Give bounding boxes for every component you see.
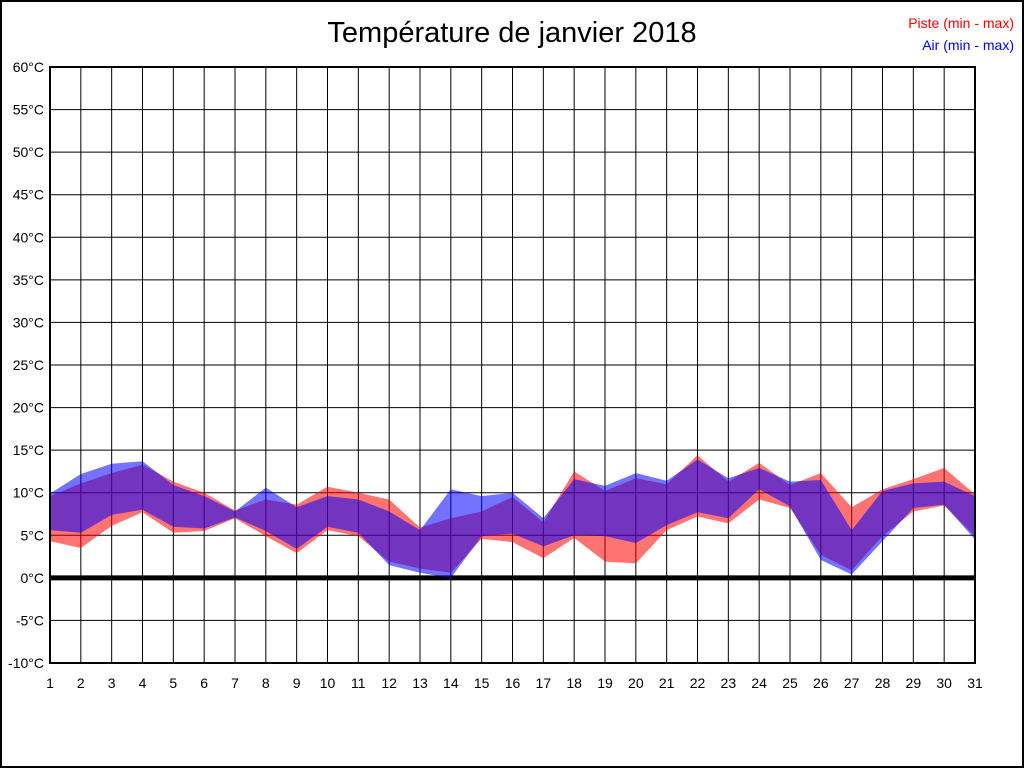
- x-tick-label: 23: [721, 675, 737, 691]
- legend-item-piste: Piste (min - max): [908, 15, 1014, 31]
- y-tick-label: 15°C: [13, 442, 44, 458]
- air-minmax-band: [50, 459, 975, 578]
- plot-border: [49, 66, 976, 664]
- x-tick-label: 24: [751, 675, 767, 691]
- x-tick-label: 22: [690, 675, 706, 691]
- y-tick-label: -10°C: [8, 655, 44, 671]
- x-tick-label: 6: [200, 675, 208, 691]
- y-tick-label: 55°C: [13, 102, 44, 118]
- x-tick-label: 27: [844, 675, 860, 691]
- x-tick-label: 26: [813, 675, 829, 691]
- x-tick-label: 29: [906, 675, 922, 691]
- y-tick-label: 10°C: [13, 485, 44, 501]
- x-tick-label: 18: [566, 675, 582, 691]
- y-tick-label: 20°C: [13, 400, 44, 416]
- y-tick-label: 60°C: [13, 59, 44, 75]
- y-tick-label: 30°C: [13, 314, 44, 330]
- x-tick-label: 13: [412, 675, 428, 691]
- x-tick-label: 4: [139, 675, 147, 691]
- y-tick-label: 50°C: [13, 144, 44, 160]
- page-title: Température de janvier 2018: [327, 17, 697, 49]
- y-tick-label: 45°C: [13, 187, 44, 203]
- x-tick-label: 31: [967, 675, 983, 691]
- x-tick-label: 2: [77, 675, 85, 691]
- x-tick-label: 7: [231, 675, 239, 691]
- x-tick-label: 28: [875, 675, 891, 691]
- x-tick-label: 1: [46, 675, 54, 691]
- y-tick-label: 25°C: [13, 357, 44, 373]
- x-tick-label: 21: [659, 675, 675, 691]
- x-tick-label: 8: [262, 675, 270, 691]
- y-tick-label: 0°C: [21, 570, 45, 586]
- x-tick-label: 19: [597, 675, 613, 691]
- x-tick-label: 9: [293, 675, 301, 691]
- x-tick-label: 10: [320, 675, 336, 691]
- x-tick-label: 11: [351, 675, 366, 691]
- legend-item-air: Air (min - max): [922, 37, 1014, 53]
- x-tick-label: 30: [936, 675, 952, 691]
- x-tick-label: 17: [536, 675, 552, 691]
- x-tick-label: 15: [474, 675, 490, 691]
- y-tick-label: 35°C: [13, 272, 44, 288]
- x-tick-label: 12: [381, 675, 397, 691]
- x-tick-label: 25: [782, 675, 798, 691]
- x-tick-label: 14: [443, 675, 459, 691]
- x-tick-label: 3: [108, 675, 116, 691]
- y-tick-label: 40°C: [13, 229, 44, 245]
- y-tick-label: 5°C: [21, 527, 45, 543]
- legend: Piste (min - max) Air (min - max): [908, 12, 1014, 56]
- x-tick-label: 20: [628, 675, 644, 691]
- x-tick-label: 16: [505, 675, 521, 691]
- y-tick-label: -5°C: [16, 612, 44, 628]
- x-tick-label: 5: [169, 675, 177, 691]
